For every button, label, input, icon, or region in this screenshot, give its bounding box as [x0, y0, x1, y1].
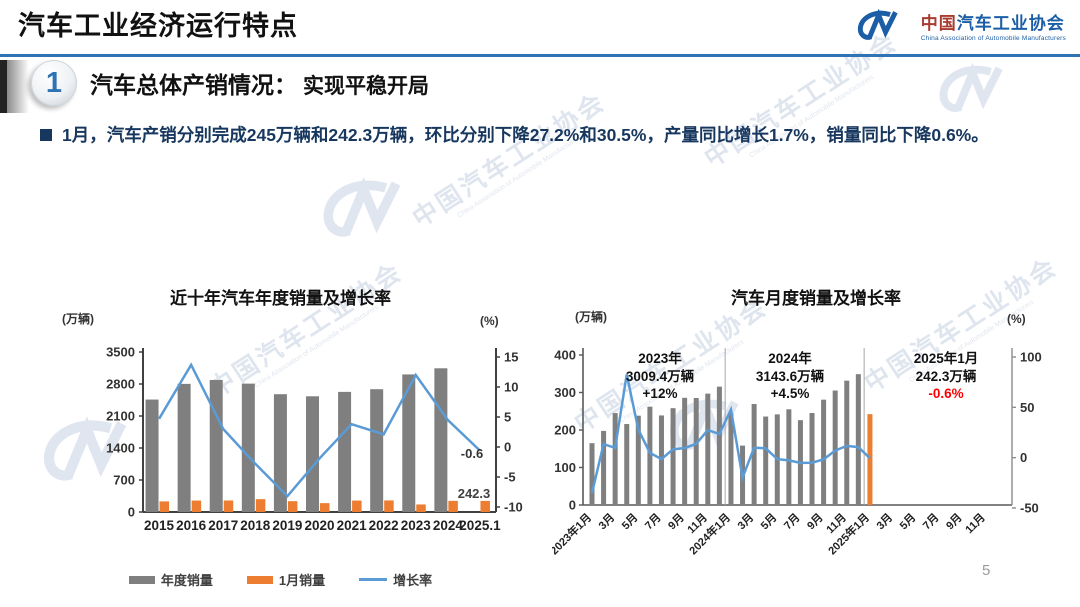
svg-text:100: 100: [1020, 349, 1042, 364]
svg-text:-0.6: -0.6: [461, 446, 483, 461]
svg-text:9月: 9月: [665, 511, 686, 532]
watermark-cm-icon: [318, 175, 430, 250]
svg-text:200: 200: [554, 423, 576, 438]
legend-label: 1月销量: [278, 573, 326, 588]
svg-text:10: 10: [504, 380, 518, 395]
bullet-text: 1月，汽车产销分别完成245万辆和242.3万辆，环比分别下降27.2%和30.…: [62, 125, 989, 145]
svg-text:0: 0: [128, 505, 135, 520]
orange-bar-swatch-icon: [246, 575, 273, 584]
svg-text:400: 400: [554, 348, 576, 363]
svg-text:0: 0: [569, 498, 576, 513]
svg-text:2800: 2800: [106, 377, 135, 392]
svg-text:2022: 2022: [369, 518, 399, 533]
logo-name-en: China Association of Automobile Manufact…: [920, 35, 1066, 42]
monthly-right-axis-unit: (%): [1007, 312, 1026, 326]
svg-text:5月: 5月: [619, 511, 640, 532]
annual-chart-legend: 年度销量 1月销量 增长率: [28, 570, 533, 589]
svg-text:2015: 2015: [144, 518, 175, 533]
svg-text:3月: 3月: [874, 511, 895, 532]
svg-text:3月: 3月: [596, 511, 617, 532]
svg-text:2023: 2023: [401, 518, 432, 533]
annual-chart-title: 近十年汽车年度销量及增长率: [170, 289, 391, 308]
section-title-sub: 实现平稳开局: [303, 75, 429, 98]
svg-text:3月: 3月: [735, 511, 756, 532]
svg-text:0: 0: [1020, 450, 1027, 465]
svg-text:700: 700: [113, 473, 135, 488]
legend-item: 1月销量: [246, 570, 326, 589]
svg-text:300: 300: [554, 385, 576, 400]
legend-label: 年度销量: [160, 573, 213, 588]
bullet-paragraph: 1月，汽车产销分别完成245万辆和242.3万辆，环比分别下降27.2%和30.…: [40, 120, 1048, 151]
annotation-2023: 2023年 3009.4万辆 +12%: [625, 351, 695, 402]
logo-name-cn-blue: 汽车工业协会: [956, 14, 1065, 33]
svg-text:11月: 11月: [963, 511, 988, 536]
caam-logo-text: 中国汽车工业协会 China Association of Automobile…: [920, 14, 1066, 42]
svg-text:-5: -5: [504, 470, 516, 485]
legend-item: 年度销量: [128, 570, 213, 589]
svg-text:0: 0: [504, 440, 511, 455]
bullet-square-icon: [40, 129, 52, 141]
svg-text:5: 5: [504, 410, 511, 425]
svg-text:15: 15: [504, 350, 518, 365]
annual-left-axis-unit: (万辆): [62, 312, 94, 326]
svg-text:2024: 2024: [433, 518, 464, 533]
caam-logo: 中国汽车工业协会 China Association of Automobile…: [855, 8, 1066, 49]
annual-sales-chart: 近十年汽车年度销量及增长率 (万辆) (%) 0 700 1400 2100 2800 3…: [28, 280, 533, 605]
svg-text:2020: 2020: [304, 518, 334, 533]
svg-text:-50: -50: [1020, 501, 1039, 516]
monthly-sales-chart: 汽车月度销量及增长率 (万辆) (%) 0 100 200 300 400 -50 0 50 1…: [552, 280, 1080, 605]
svg-text:242.3: 242.3: [458, 486, 491, 501]
section-title: 汽车总体产销情况： 实现平稳开局: [90, 66, 429, 100]
svg-text:5月: 5月: [758, 511, 779, 532]
annual-right-axis-unit: (%): [480, 314, 499, 328]
svg-text:5月: 5月: [897, 511, 918, 532]
page-number: 5: [982, 562, 991, 579]
svg-text:9月: 9月: [804, 511, 825, 532]
title-underline: [0, 54, 1080, 57]
svg-text:100: 100: [554, 460, 576, 475]
monthly-left-axis-unit: (万辆): [575, 310, 607, 324]
monthly-chart-title: 汽车月度销量及增长率: [731, 289, 901, 308]
svg-text:2021: 2021: [337, 518, 368, 533]
svg-text:3500: 3500: [106, 345, 135, 360]
section-edge-shadow: [7, 60, 29, 113]
svg-text:-10: -10: [504, 500, 523, 515]
legend-label: 增长率: [393, 573, 433, 588]
section-title-main: 汽车总体产销情况：: [90, 72, 297, 98]
svg-text:9月: 9月: [943, 511, 964, 532]
svg-text:50: 50: [1020, 400, 1034, 415]
section-number-badge: 1: [31, 60, 77, 106]
svg-text:2100: 2100: [106, 409, 135, 424]
annotation-2025: 2025年1月 242.3万辆 -0.6%: [913, 351, 979, 402]
svg-text:2018: 2018: [240, 518, 271, 533]
annotation-2024: 2024年 3143.6万辆 +4.5%: [755, 351, 825, 402]
svg-text:2019: 2019: [272, 518, 302, 533]
logo-name-cn-red: 中国: [920, 14, 957, 33]
svg-text:2016: 2016: [176, 518, 207, 533]
caam-logo-mark-icon: [855, 8, 913, 49]
section-edge-block: [0, 60, 7, 113]
svg-text:7月: 7月: [781, 511, 802, 532]
svg-text:2023年1月: 2023年1月: [552, 510, 594, 557]
page-title: 汽车工业经济运行特点: [18, 11, 298, 41]
watermark-text: 中国汽车工业协会 China Association of Automobile …: [407, 87, 611, 233]
svg-text:2025.1: 2025.1: [459, 518, 501, 533]
watermark-cm-icon: [935, 62, 1027, 123]
legend-item: 增长率: [359, 570, 432, 589]
gray-bar-swatch-icon: [128, 575, 155, 584]
svg-text:2017: 2017: [208, 518, 238, 533]
blue-line-swatch-icon: [359, 578, 388, 581]
svg-text:7月: 7月: [920, 511, 941, 532]
svg-text:7月: 7月: [642, 511, 663, 532]
section-number: 1: [45, 66, 63, 99]
svg-text:1400: 1400: [106, 441, 135, 456]
